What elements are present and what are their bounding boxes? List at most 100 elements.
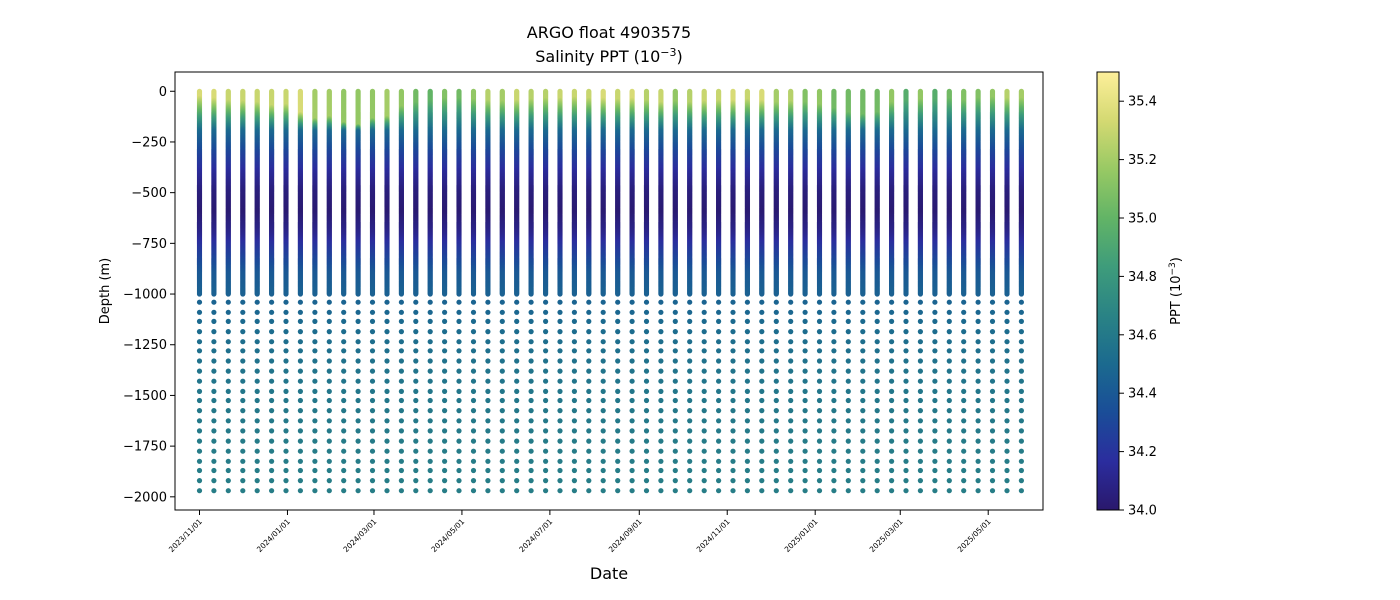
data-point bbox=[442, 488, 448, 494]
data-point bbox=[442, 348, 448, 354]
data-point bbox=[442, 329, 448, 335]
data-point bbox=[326, 428, 332, 434]
data-point bbox=[297, 329, 303, 335]
data-point bbox=[312, 358, 318, 364]
data-point bbox=[384, 428, 390, 434]
data-point bbox=[326, 478, 332, 484]
data-point bbox=[355, 418, 361, 424]
data-point bbox=[211, 397, 217, 404]
data-point bbox=[470, 358, 477, 364]
subtitle-exponent: −3 bbox=[660, 46, 676, 59]
data-point bbox=[442, 358, 448, 364]
data-point bbox=[456, 467, 462, 474]
data-point bbox=[326, 291, 332, 297]
data-point bbox=[413, 428, 419, 434]
data-point bbox=[499, 388, 505, 394]
data-point bbox=[254, 299, 260, 305]
data-point bbox=[413, 478, 419, 484]
data-point bbox=[427, 488, 433, 494]
data-point bbox=[369, 329, 376, 335]
data-point bbox=[485, 418, 491, 424]
data-point bbox=[485, 368, 491, 374]
data-point bbox=[211, 368, 217, 374]
data-point bbox=[254, 309, 260, 315]
data-point bbox=[499, 309, 505, 315]
data-point bbox=[211, 299, 217, 305]
data-point bbox=[283, 448, 289, 454]
data-point bbox=[456, 309, 462, 315]
data-point bbox=[398, 408, 404, 414]
data-point bbox=[398, 309, 404, 315]
data-point bbox=[297, 291, 303, 297]
data-point bbox=[312, 458, 318, 464]
data-point bbox=[499, 348, 505, 354]
data-point bbox=[225, 458, 231, 464]
data-point bbox=[485, 467, 491, 474]
data-point bbox=[427, 309, 433, 315]
data-point bbox=[355, 368, 361, 374]
data-point bbox=[196, 348, 203, 354]
data-point bbox=[297, 448, 303, 454]
data-point bbox=[485, 488, 491, 494]
data-point bbox=[384, 329, 390, 335]
data-point bbox=[398, 339, 404, 345]
data-point bbox=[211, 488, 217, 494]
data-point bbox=[470, 467, 477, 474]
data-point bbox=[341, 408, 347, 414]
data-point bbox=[485, 348, 491, 354]
data-point bbox=[442, 368, 448, 374]
data-point bbox=[355, 309, 361, 315]
data-point bbox=[341, 418, 347, 424]
data-point bbox=[384, 291, 390, 297]
data-point bbox=[240, 418, 246, 424]
data-point bbox=[413, 339, 419, 345]
data-point bbox=[297, 339, 303, 345]
data-point bbox=[269, 397, 275, 404]
data-point bbox=[312, 467, 318, 474]
data-point bbox=[456, 318, 462, 324]
data-point bbox=[254, 478, 260, 484]
data-point bbox=[283, 309, 289, 315]
data-point bbox=[499, 339, 505, 345]
data-point bbox=[196, 339, 203, 345]
data-point bbox=[384, 408, 390, 414]
data-point bbox=[326, 339, 332, 345]
data-point bbox=[427, 291, 433, 297]
data-point bbox=[326, 448, 332, 454]
data-point bbox=[283, 291, 289, 297]
data-point bbox=[470, 291, 477, 297]
data-point bbox=[427, 388, 433, 394]
data-point bbox=[398, 299, 404, 305]
data-point bbox=[326, 418, 332, 424]
data-point bbox=[283, 388, 289, 394]
data-point bbox=[427, 428, 433, 434]
data-point bbox=[427, 458, 433, 464]
data-point bbox=[240, 309, 246, 315]
data-point bbox=[312, 428, 318, 434]
data-point bbox=[398, 488, 404, 494]
data-point bbox=[355, 291, 361, 297]
data-point bbox=[341, 318, 347, 324]
data-point bbox=[341, 378, 347, 384]
data-point bbox=[427, 448, 433, 454]
data-point bbox=[196, 329, 203, 335]
data-point bbox=[470, 299, 477, 305]
data-point bbox=[485, 397, 491, 404]
data-point bbox=[470, 309, 477, 315]
data-point bbox=[355, 299, 361, 305]
data-point bbox=[269, 291, 275, 297]
data-point bbox=[470, 339, 477, 345]
data-point bbox=[369, 388, 376, 394]
data-point bbox=[326, 368, 332, 374]
data-point bbox=[442, 397, 448, 404]
data-point bbox=[240, 291, 246, 297]
data-point bbox=[225, 339, 231, 345]
data-point bbox=[499, 448, 505, 454]
data-point bbox=[341, 291, 347, 297]
data-point bbox=[225, 408, 231, 414]
data-point bbox=[240, 299, 246, 305]
data-point bbox=[369, 291, 376, 297]
data-point bbox=[470, 458, 477, 464]
data-point bbox=[297, 358, 303, 364]
